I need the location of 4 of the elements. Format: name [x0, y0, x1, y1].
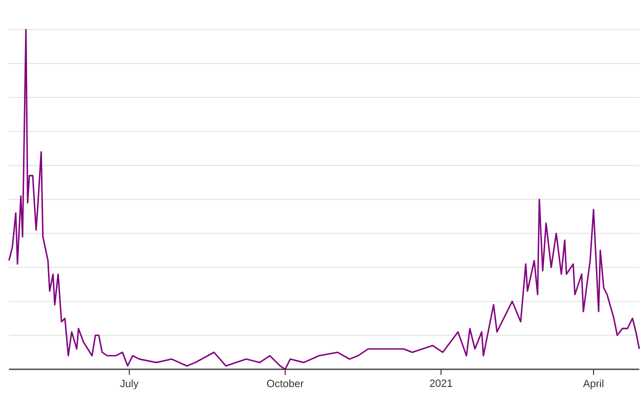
x-tick-label: October: [267, 380, 304, 388]
x-tick-label: 2021: [430, 380, 452, 387]
x-tick-label: July: [120, 380, 139, 390]
x-tick-label: April: [583, 380, 604, 390]
